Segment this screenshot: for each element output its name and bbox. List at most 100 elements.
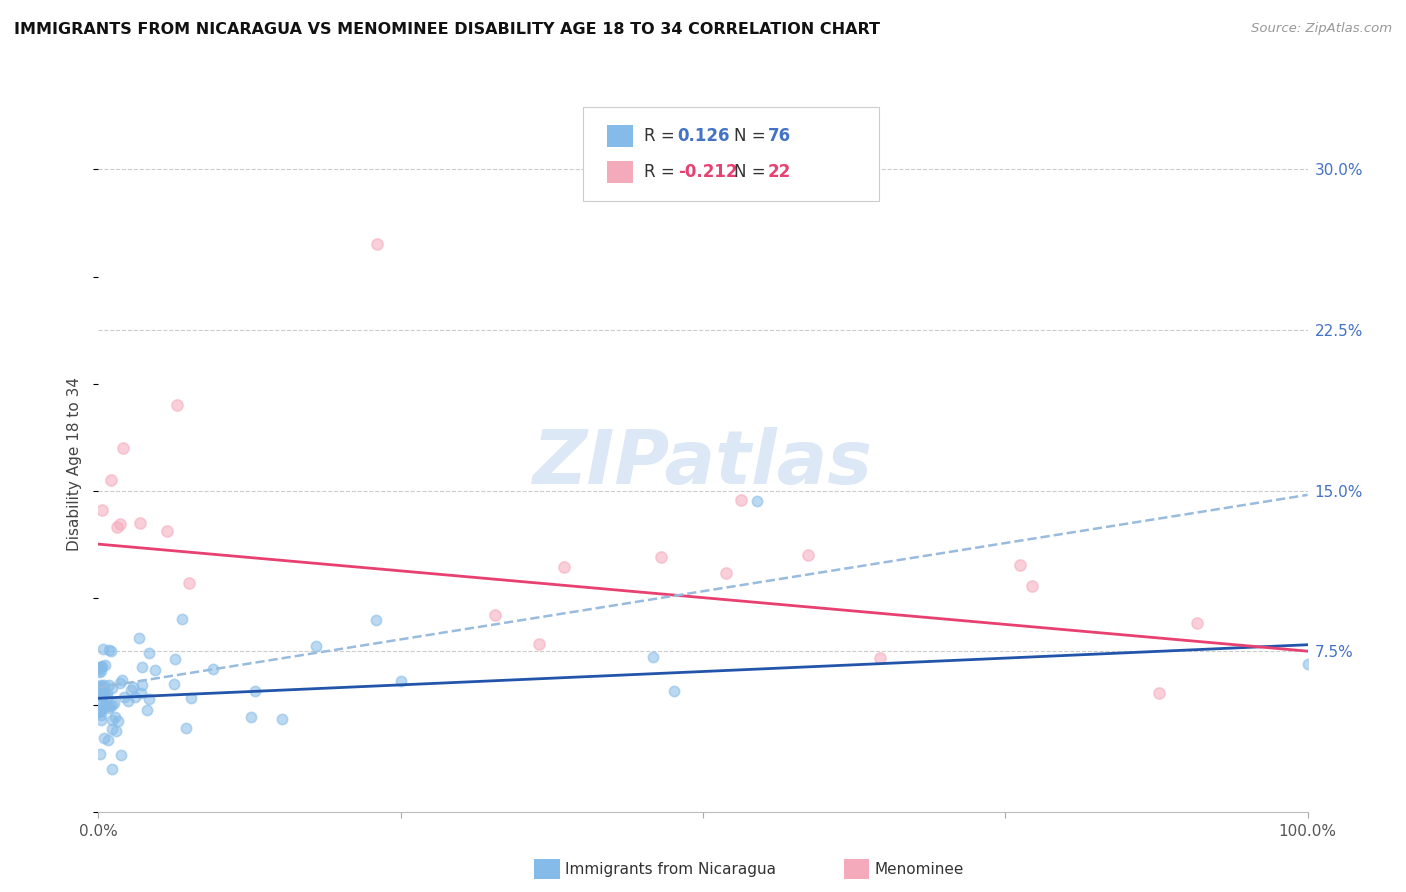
Point	[111, 441, 134, 455]
Point	[122, 680, 145, 694]
Point	[166, 398, 188, 412]
Point	[553, 560, 575, 574]
Point	[90, 708, 112, 723]
Text: 22: 22	[768, 163, 792, 181]
Point	[364, 613, 387, 627]
Point	[143, 663, 166, 677]
Point	[366, 237, 388, 252]
Point	[89, 660, 111, 674]
Point	[90, 679, 112, 693]
Point	[128, 631, 150, 645]
Point	[98, 642, 121, 657]
Point	[1187, 615, 1209, 630]
Point	[90, 713, 112, 727]
Point	[91, 689, 114, 703]
Point	[110, 516, 132, 531]
Point	[1147, 686, 1170, 700]
Point	[176, 721, 198, 735]
Point	[100, 473, 122, 487]
Point	[100, 698, 122, 712]
Point	[240, 710, 263, 724]
Text: -0.212: -0.212	[678, 163, 737, 181]
Point	[163, 677, 186, 691]
Point	[730, 493, 752, 508]
Point	[869, 650, 891, 665]
Text: N =: N =	[734, 128, 770, 145]
Point	[136, 703, 159, 717]
Text: IMMIGRANTS FROM NICARAGUA VS MENOMINEE DISABILITY AGE 18 TO 34 CORRELATION CHART: IMMIGRANTS FROM NICARAGUA VS MENOMINEE D…	[14, 22, 880, 37]
Point	[111, 673, 134, 687]
Text: R =: R =	[644, 163, 681, 181]
Point	[90, 678, 112, 692]
Point	[643, 649, 665, 664]
Point	[1008, 558, 1031, 573]
Point	[271, 712, 294, 726]
Point	[101, 713, 124, 727]
Point	[112, 690, 135, 705]
Point	[93, 642, 115, 657]
Point	[108, 676, 131, 690]
Point	[100, 722, 122, 736]
Point	[89, 747, 111, 761]
Text: Immigrants from Nicaragua: Immigrants from Nicaragua	[565, 863, 776, 877]
Point	[89, 703, 111, 717]
Point	[97, 678, 120, 692]
Point	[96, 698, 118, 713]
Point	[93, 678, 115, 692]
Point	[93, 731, 115, 746]
Point	[120, 682, 142, 697]
Point	[797, 549, 820, 563]
Text: ZIPatlas: ZIPatlas	[533, 427, 873, 500]
Point	[96, 686, 118, 700]
Text: 76: 76	[768, 128, 790, 145]
Point	[100, 681, 122, 695]
Point	[90, 660, 112, 674]
Point	[98, 701, 121, 715]
Point	[165, 652, 187, 666]
Point	[96, 690, 118, 704]
Point	[1296, 657, 1319, 672]
Point	[716, 566, 738, 581]
Point	[107, 714, 129, 728]
Point	[97, 732, 120, 747]
Point	[745, 494, 768, 508]
Point	[117, 693, 139, 707]
Point	[104, 709, 127, 723]
Text: Source: ZipAtlas.com: Source: ZipAtlas.com	[1251, 22, 1392, 36]
Text: R =: R =	[644, 128, 681, 145]
Point	[98, 698, 121, 713]
Point	[664, 683, 686, 698]
Point	[180, 691, 202, 706]
Point	[128, 516, 150, 531]
Point	[170, 612, 193, 626]
Point	[87, 665, 110, 679]
Point	[93, 686, 115, 700]
Point	[138, 647, 160, 661]
Point	[94, 698, 117, 712]
Point	[105, 520, 128, 534]
Point	[100, 644, 122, 658]
Point	[389, 674, 412, 689]
Point	[527, 637, 550, 651]
Point	[650, 550, 672, 565]
Point	[101, 762, 124, 776]
Point	[305, 639, 328, 653]
Point	[131, 677, 153, 691]
Point	[131, 659, 153, 673]
Point	[89, 700, 111, 714]
Text: N =: N =	[734, 163, 770, 181]
Point	[90, 665, 112, 679]
Point	[243, 684, 266, 698]
Point	[156, 524, 179, 538]
Point	[179, 576, 201, 591]
Point	[129, 686, 152, 700]
Point	[93, 686, 115, 700]
Point	[105, 724, 128, 739]
Y-axis label: Disability Age 18 to 34: Disability Age 18 to 34	[67, 376, 83, 551]
Point	[90, 704, 112, 718]
Point	[89, 662, 111, 676]
Point	[202, 662, 225, 676]
Text: Menominee: Menominee	[875, 863, 965, 877]
Point	[124, 690, 146, 704]
Point	[90, 690, 112, 704]
